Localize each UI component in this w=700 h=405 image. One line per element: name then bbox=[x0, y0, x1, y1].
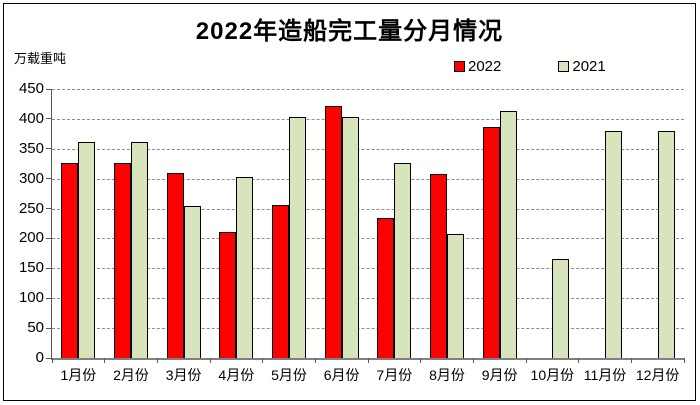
y-axis-label-250: 250 bbox=[18, 199, 44, 217]
gridline-300 bbox=[52, 178, 684, 180]
y-axis-tick-350 bbox=[46, 148, 52, 150]
x-axis-label-10: 10月份 bbox=[530, 367, 575, 383]
y-axis-label-200: 200 bbox=[18, 229, 44, 247]
chart-frame: 2022年造船完工量分月情况 万载重吨 2022 2021 0 50 100 150 2… bbox=[3, 3, 696, 401]
y-axis-unit-label: 万载重吨 bbox=[14, 51, 67, 66]
y-axis-label-400: 400 bbox=[18, 109, 44, 127]
bar-2022-8月份 bbox=[430, 173, 447, 358]
legend-label-2021: 2021 bbox=[572, 58, 606, 75]
gridline-150 bbox=[52, 268, 684, 270]
y-axis-label-300: 300 bbox=[18, 169, 44, 187]
legend-item-2022: 2022 bbox=[454, 58, 501, 75]
bar-2021-3月份 bbox=[183, 205, 201, 358]
gridline-100 bbox=[52, 298, 684, 300]
bar-2022-4月份 bbox=[219, 232, 237, 358]
gridline-400 bbox=[52, 118, 684, 120]
x-axis-label-5: 5月份 bbox=[271, 367, 307, 383]
y-axis-tick-250 bbox=[46, 208, 52, 210]
x-axis-tick-8 bbox=[472, 358, 474, 363]
bar-2021-8月份 bbox=[447, 234, 464, 358]
x-axis-label-1: 1月份 bbox=[60, 367, 97, 383]
plot-area: 0 50 100 150 200 250 300 350 400 450 1月份 2月份 3月份 4月份 5… bbox=[19, 80, 685, 383]
x-axis-tick-6 bbox=[367, 358, 369, 363]
bar-2022-9月份 bbox=[482, 127, 500, 358]
y-axis-tick-0 bbox=[46, 357, 52, 359]
x-axis-label-7: 7月份 bbox=[376, 367, 413, 383]
legend-label-2022: 2022 bbox=[468, 58, 502, 75]
bar-2021-9月份 bbox=[499, 111, 517, 358]
gridline-250 bbox=[52, 208, 684, 210]
y-axis-label-0: 0 bbox=[35, 349, 44, 366]
x-axis-label-2: 2月份 bbox=[113, 367, 149, 383]
bar-2021-5月份 bbox=[289, 116, 306, 358]
x-axis-label-12: 12月份 bbox=[635, 367, 680, 383]
bar-2021-7月份 bbox=[394, 163, 412, 358]
bar-2022-3月份 bbox=[166, 173, 184, 358]
x-axis-label-6: 6月份 bbox=[323, 367, 360, 383]
bar-2021-2月份 bbox=[131, 142, 148, 358]
bar-2021-12月份 bbox=[657, 130, 675, 358]
y-axis-tick-300 bbox=[46, 178, 52, 180]
y-axis-label-100: 100 bbox=[18, 289, 44, 307]
y-axis-label-50: 50 bbox=[27, 319, 44, 337]
bar-2021-11月份 bbox=[605, 130, 622, 358]
x-axis-tick-10 bbox=[578, 358, 580, 363]
x-axis-tick-12 bbox=[683, 358, 685, 363]
x-axis-label-8: 8月份 bbox=[429, 367, 465, 383]
legend: 2022 2021 bbox=[454, 58, 606, 75]
y-axis-tick-450 bbox=[46, 88, 52, 90]
x-axis-tick-11 bbox=[630, 358, 632, 363]
bar-2021-6月份 bbox=[341, 116, 359, 358]
y-axis-tick-100 bbox=[46, 297, 52, 299]
y-axis-tick-200 bbox=[46, 237, 52, 239]
bar-2021-4月份 bbox=[236, 177, 254, 358]
x-axis-tick-1 bbox=[104, 358, 106, 363]
y-axis-tick-400 bbox=[46, 118, 52, 120]
gridline-350 bbox=[52, 148, 684, 150]
x-axis-label-3: 3月份 bbox=[165, 367, 202, 383]
x-axis-label-9: 9月份 bbox=[481, 367, 518, 383]
legend-item-2021: 2021 bbox=[558, 58, 606, 75]
bar-2022-7月份 bbox=[377, 218, 395, 358]
x-axis-tick-5 bbox=[314, 358, 316, 363]
gridline-50 bbox=[52, 328, 684, 330]
chart-title: 2022年造船完工量分月情况 bbox=[195, 18, 504, 45]
x-axis-label-4: 4月份 bbox=[218, 367, 255, 383]
y-axis-label-350: 350 bbox=[18, 139, 44, 157]
x-axis-tick-4 bbox=[262, 358, 264, 363]
y-axis-tick-150 bbox=[46, 267, 52, 269]
x-axis-tick-3 bbox=[209, 358, 211, 363]
y-axis-label-450: 450 bbox=[18, 80, 44, 97]
x-axis-tick-0 bbox=[51, 358, 53, 363]
bar-2022-6月份 bbox=[324, 106, 342, 358]
bar-2022-2月份 bbox=[114, 162, 131, 358]
bar-2022-1月份 bbox=[61, 162, 79, 358]
bar-2022-5月份 bbox=[272, 204, 289, 358]
x-axis-tick-7 bbox=[420, 358, 422, 363]
gridline-450 bbox=[52, 89, 684, 90]
y-axis-tick-50 bbox=[46, 327, 52, 329]
gridline-200 bbox=[52, 238, 684, 240]
legend-swatch-2021 bbox=[558, 61, 570, 72]
bar-2021-1月份 bbox=[78, 142, 96, 358]
y-axis-label-150: 150 bbox=[18, 259, 44, 277]
legend-swatch-2022 bbox=[454, 61, 465, 72]
bar-2021-10月份 bbox=[552, 259, 570, 358]
x-axis-label-11: 11月份 bbox=[583, 367, 627, 383]
x-axis-tick-2 bbox=[156, 358, 158, 363]
x-axis-tick-9 bbox=[525, 358, 527, 363]
